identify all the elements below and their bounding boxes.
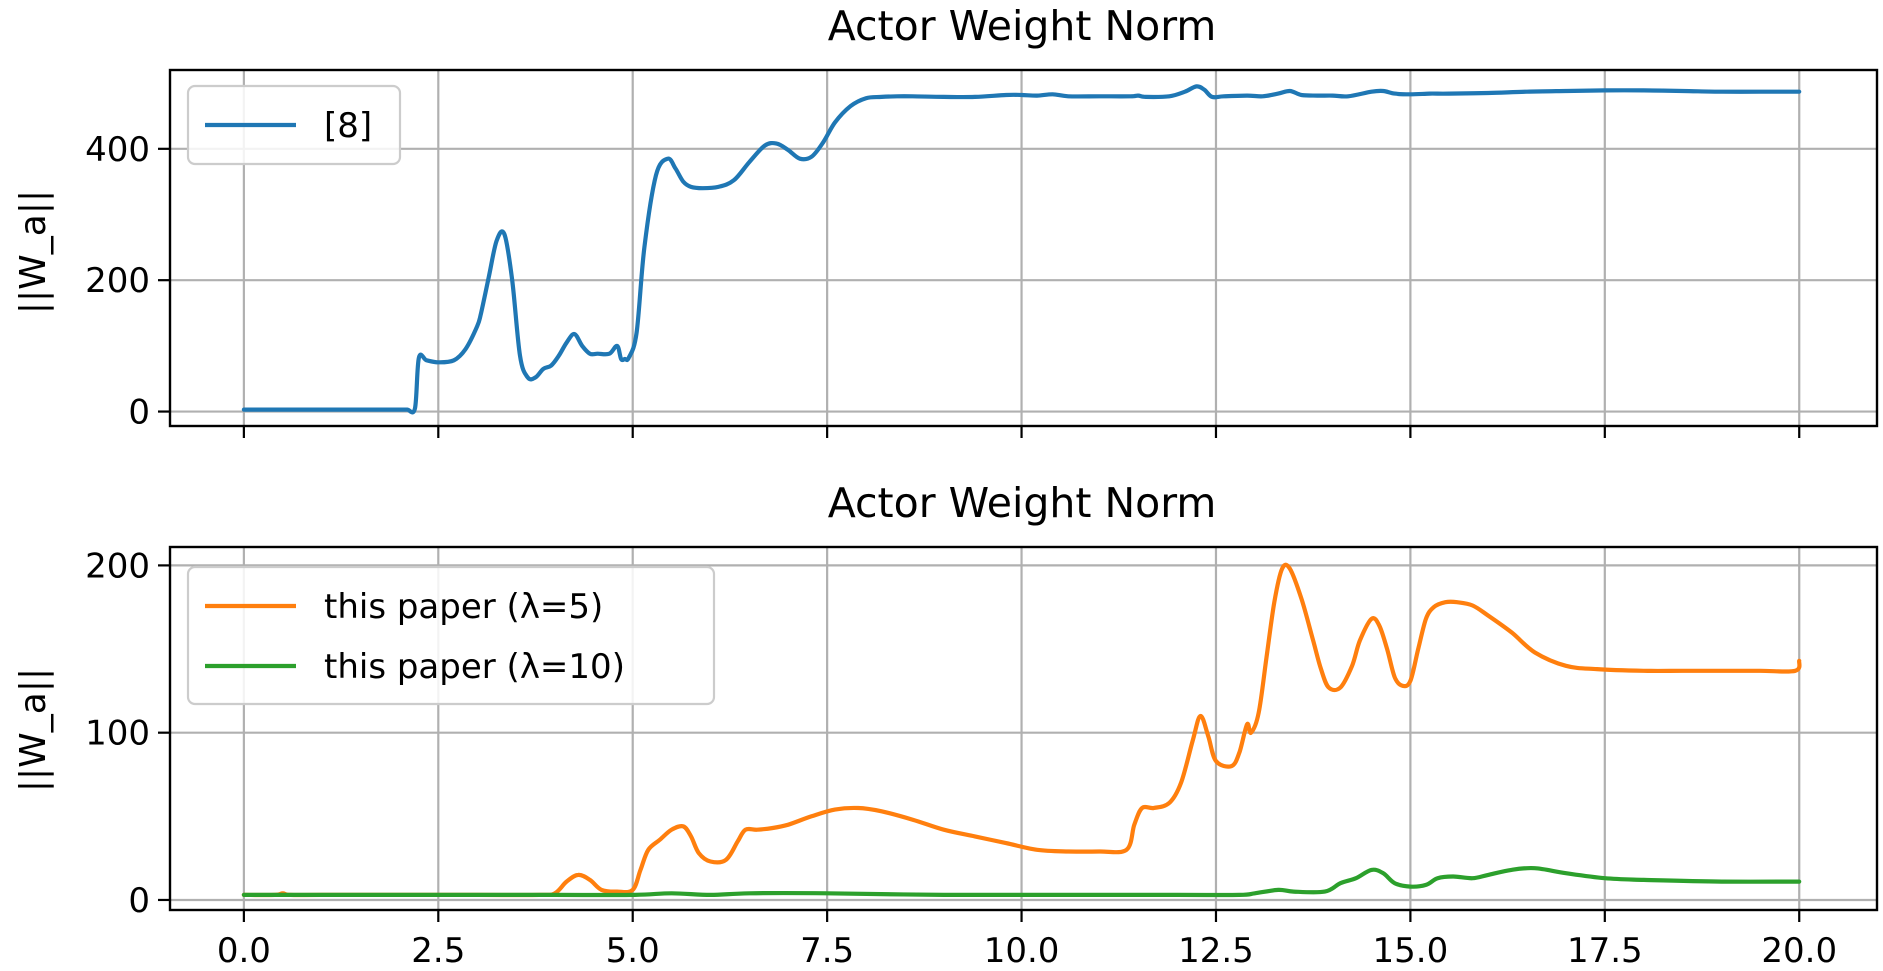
bottom-chart-y-tick-label: 100 — [85, 714, 150, 754]
bottom-chart-legend-box — [186, 565, 716, 706]
top-chart-plot-frame — [168, 68, 1879, 428]
top-chart-y-tick-label: 200 — [85, 261, 150, 301]
bottom-chart-y-tick-label: 200 — [85, 546, 150, 586]
bottom-chart-x-tick-label: 7.5 — [800, 931, 854, 971]
bottom-chart-x-tick-label: 0.0 — [217, 931, 271, 971]
top-chart-legend: [8] — [186, 84, 402, 166]
top-chart-series-line-0 — [241, 84, 1802, 415]
top-chart-y-tick-label: 400 — [85, 130, 150, 170]
bottom-chart-series — [241, 562, 1802, 898]
bottom-chart-legend-label-1: this paper (λ=10) — [324, 647, 625, 687]
bottom-chart-y-tick-label: 0 — [128, 881, 150, 921]
bottom-chart-title: Actor Weight Norm — [828, 479, 1217, 527]
bottom-chart-series-line-1 — [241, 865, 1802, 898]
top-chart-y-axis-label: ||W_a|| — [13, 190, 54, 314]
bottom-chart-y-axis-label: ||W_a|| — [13, 668, 54, 792]
top-chart-y-tick-label: 0 — [128, 393, 150, 433]
top-chart-panel: Actor Weight Norm ||W_a|| 0 200 400 [8] — [13, 2, 1879, 438]
bottom-chart-plot-frame — [168, 545, 1879, 912]
bottom-chart-x-tick-label: 15.0 — [1373, 931, 1449, 971]
top-chart-legend-label-0: [8] — [324, 106, 372, 146]
bottom-chart-x-tick-label: 5.0 — [606, 931, 660, 971]
bottom-chart-x-tick-label: 17.5 — [1567, 931, 1643, 971]
bottom-chart-legend-label-0: this paper (λ=5) — [324, 587, 603, 627]
bottom-chart-panel: Actor Weight Norm ||W_a|| 0.0 2.5 5.0 7.5 10… — [13, 479, 1879, 971]
bottom-chart-x-tick-label: 2.5 — [411, 931, 465, 971]
top-chart-title: Actor Weight Norm — [828, 2, 1217, 50]
bottom-chart-x-tick-label: 20.0 — [1761, 931, 1837, 971]
top-chart-series — [241, 84, 1802, 415]
bottom-chart-x-tick-label: 10.0 — [984, 931, 1060, 971]
bottom-chart-ticks: 0.0 2.5 5.0 7.5 10.0 12.5 15.0 17.5 20.0 0 100 200 — [85, 546, 1837, 971]
top-chart-grid — [170, 70, 1877, 426]
bottom-chart-series-line-0 — [241, 562, 1802, 898]
bottom-chart-legend: this paper (λ=5) this paper (λ=10) — [186, 565, 716, 706]
top-chart-ticks: 0 200 400 — [85, 130, 1801, 438]
bottom-chart-x-tick-label: 12.5 — [1178, 931, 1254, 971]
